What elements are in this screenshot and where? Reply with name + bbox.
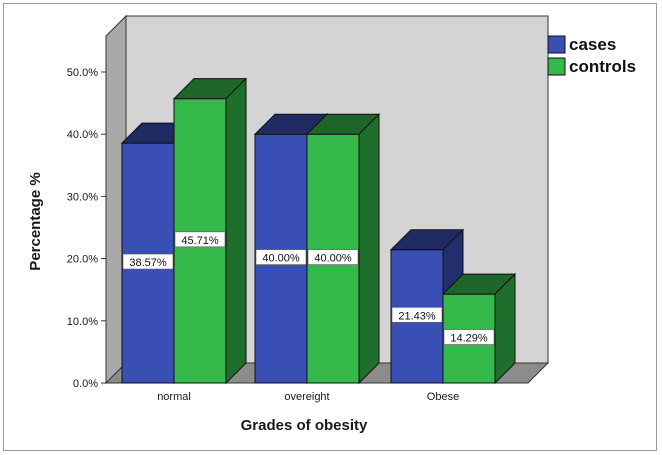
y-tick-label: 40.0% bbox=[67, 129, 98, 141]
bar-side bbox=[358, 112, 380, 385]
bar-side bbox=[225, 77, 247, 385]
y-tick-label: 50.0% bbox=[67, 67, 98, 79]
data-label: 14.29% bbox=[450, 333, 488, 345]
bar-side bbox=[494, 272, 516, 385]
bars: 38.57% 45.71% 40.00% 40.00% 21.43% 14.29% bbox=[120, 77, 517, 385]
data-label-box bbox=[255, 249, 307, 265]
data-label-box bbox=[307, 249, 359, 265]
data-label: 21.43% bbox=[398, 310, 436, 322]
legend-label: cases bbox=[569, 35, 616, 54]
legend-label: controls bbox=[569, 57, 636, 76]
data-label: 38.57% bbox=[129, 257, 167, 269]
bar-controls-overeight: 40.00% bbox=[305, 112, 381, 385]
bar-controls-normal: 45.71% bbox=[172, 77, 248, 385]
data-label: 40.00% bbox=[262, 253, 300, 265]
x-tick-label: Obese bbox=[427, 391, 459, 403]
x-tick-label: normal bbox=[157, 391, 191, 403]
legend-swatch bbox=[547, 57, 566, 76]
y-tick-label: 30.0% bbox=[67, 191, 98, 203]
x-axis-title: Grades of obesity bbox=[241, 417, 368, 434]
legend: cases controls bbox=[547, 35, 636, 76]
data-label-box bbox=[122, 253, 174, 270]
data-label-box bbox=[391, 307, 443, 323]
y-tick-label: 0.0% bbox=[73, 378, 98, 390]
y-axis: 0.0% 10.0% 20.0% 30.0% 40.0% 50.0% Percentage … bbox=[27, 67, 107, 390]
y-axis-title: Percentage % bbox=[27, 172, 44, 270]
x-axis: normal overeight Obese Grades of obesity bbox=[157, 391, 459, 434]
y-tick-label: 20.0% bbox=[67, 254, 98, 266]
x-tick-label: overeight bbox=[284, 391, 329, 403]
data-label: 40.00% bbox=[314, 253, 352, 265]
y-tick-label: 10.0% bbox=[67, 316, 98, 328]
bar-controls-Obese: 14.29% bbox=[441, 272, 517, 385]
data-label-box bbox=[174, 231, 226, 248]
data-label: 45.71% bbox=[181, 235, 219, 247]
data-label-box bbox=[443, 329, 495, 345]
legend-item-cases: cases bbox=[547, 35, 616, 54]
legend-swatch bbox=[547, 35, 566, 54]
legend-item-controls: controls bbox=[547, 57, 636, 76]
